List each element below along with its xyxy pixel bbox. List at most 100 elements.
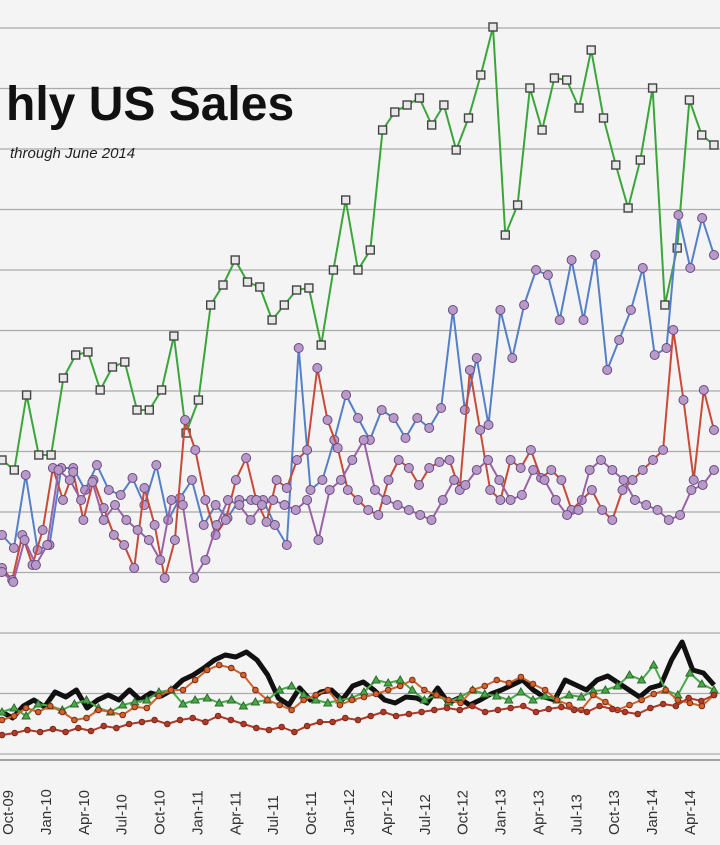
data-point [600,684,611,694]
data-point [0,455,7,465]
data-point [367,712,375,720]
data-point [227,716,235,724]
data-point [636,674,647,684]
data-point [685,694,692,702]
data-point [305,485,316,495]
data-point [312,363,323,373]
data-point [617,485,628,495]
data-point [322,415,333,425]
data-point [424,423,435,433]
data-point [241,453,252,463]
series-1 [0,22,719,475]
data-point [53,465,64,475]
data-point [167,686,175,694]
data-point [316,340,326,350]
data-point [279,300,289,310]
data-point [459,405,470,415]
data-point [218,280,228,290]
data-point [127,473,138,483]
data-point [316,718,324,726]
data-point [121,515,132,525]
data-point [87,727,95,735]
data-point [47,702,54,710]
data-point [202,692,213,702]
data-point [103,485,114,495]
data-point [200,495,211,505]
data-point [211,520,222,530]
data-point [678,395,689,405]
data-point [360,693,368,701]
data-point [353,265,363,275]
data-point [392,712,400,720]
data-point [30,560,41,570]
data-point [451,145,461,155]
data-point [697,480,708,490]
data-point [376,405,387,415]
data-point [531,265,541,275]
data-point [22,704,30,712]
data-point [414,480,424,490]
data-point [520,702,527,710]
data-point [383,677,394,687]
data-point [649,350,660,360]
data-point [19,535,30,545]
data-point [292,455,302,465]
data-point [11,729,18,737]
data-point [392,500,403,510]
data-point [684,95,695,105]
data-point [341,195,351,205]
data-point [107,362,118,372]
data-point [698,385,709,395]
data-point [324,686,332,694]
data-point [515,463,526,473]
data-point [271,475,282,485]
data-point [525,83,535,93]
data-point [491,690,502,700]
data-point [81,694,92,704]
data-point [24,726,31,734]
data-point [138,718,146,726]
data-point [623,203,633,213]
data-point [516,490,527,500]
data-point [293,343,304,353]
data-point [668,325,679,335]
data-point [252,724,260,732]
data-point [214,712,222,720]
data-point [193,395,204,405]
data-point [169,331,179,341]
data-point [95,385,105,395]
data-point [494,475,505,485]
data-point [400,433,411,443]
data-point [476,70,486,80]
data-point [21,710,31,720]
data-point [556,475,567,485]
data-point [240,720,247,728]
x-tick-label: Oct-09 [0,790,17,835]
data-point [583,708,591,716]
data-point [540,690,550,700]
x-tick-label: Jan-11 [189,790,206,835]
data-point [629,495,640,505]
data-point [286,680,297,690]
data-point [469,686,476,694]
data-point [562,75,572,85]
data-point [59,708,66,716]
data-point [107,708,114,716]
data-point [125,720,133,728]
x-tick-label: Oct-10 [152,790,169,835]
data-point [230,255,240,265]
data-point [607,515,618,525]
data-point [443,704,451,712]
data-point [566,255,577,265]
data-point [598,113,609,123]
data-point [562,510,573,520]
data-point [469,702,476,710]
data-point [390,107,400,117]
data-point [151,460,162,470]
data-point [402,100,412,110]
data-point [303,722,311,730]
data-point [95,706,102,714]
data-point [34,708,42,716]
data-point [554,315,565,325]
